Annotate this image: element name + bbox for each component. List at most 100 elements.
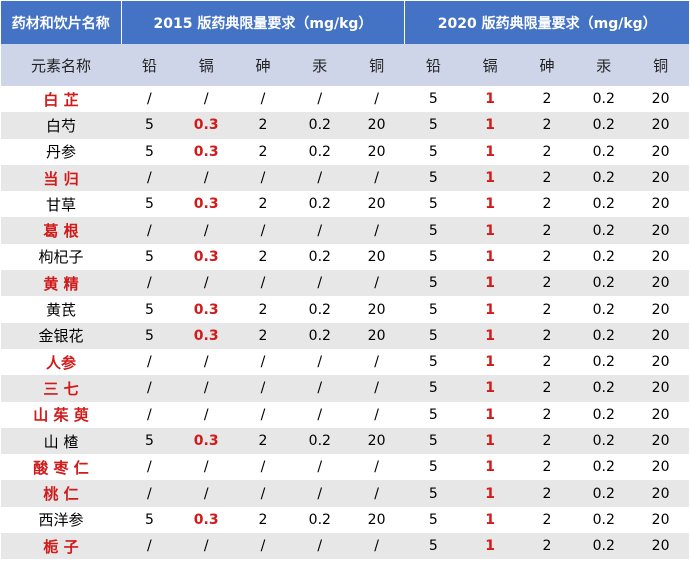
value-2020-hg: 0.2 <box>575 322 633 349</box>
value-2015-cd: 0.3 <box>177 243 235 271</box>
value-2015-hg: 0.2 <box>291 191 349 218</box>
herb-name-cell: 西洋参 <box>1 506 121 534</box>
value-2020-hg: 0.2 <box>575 217 633 244</box>
value-2020-cu: 20 <box>632 243 689 271</box>
value-2020-cd: 1 <box>461 86 519 113</box>
value-2015-as: / <box>234 401 292 428</box>
value-2020-as: 2 <box>518 480 576 507</box>
header-2020-group: 2020 版药典限量要求（mg/kg） <box>404 1 689 44</box>
value-2015-as: 2 <box>234 138 292 165</box>
value-2015-as: 2 <box>234 296 292 323</box>
value-2020-cd: 1 <box>461 454 519 481</box>
value-2020-pb: 5 <box>404 86 462 113</box>
value-2015-cu: 20 <box>348 322 405 349</box>
value-2015-cd: / <box>177 533 235 560</box>
value-2015-cd: 0.3 <box>177 322 235 349</box>
value-2015-as: / <box>234 86 292 113</box>
value-2020-cu: 20 <box>632 401 689 428</box>
value-2015-pb: / <box>121 348 178 376</box>
value-2020-hg: 0.2 <box>575 506 633 534</box>
table-row: 白芍 5 0.3 2 0.2 20 5 1 2 0.2 20 <box>1 112 689 139</box>
herb-name-cell: 白芍 <box>1 112 121 139</box>
value-2020-as: 2 <box>518 296 576 323</box>
value-2020-pb: 5 <box>404 322 462 349</box>
value-2015-as: / <box>234 454 292 481</box>
herb-name-cell: 山 茱 萸 <box>1 401 121 428</box>
table-row: 西洋参 5 0.3 2 0.2 20 5 1 2 0.2 20 <box>1 506 689 534</box>
value-2015-pb: 5 <box>121 506 178 534</box>
value-2020-cu: 20 <box>632 454 689 481</box>
value-2020-cu: 20 <box>632 322 689 349</box>
value-2015-as: 2 <box>234 191 292 218</box>
value-2020-as: 2 <box>518 138 576 165</box>
value-2015-cu: 20 <box>348 243 405 271</box>
value-2020-hg: 0.2 <box>575 375 633 402</box>
value-2015-cu: / <box>348 86 405 113</box>
value-2015-hg: / <box>291 86 349 113</box>
herb-name-cell: 黄芪 <box>1 296 121 323</box>
value-2020-cd: 1 <box>461 348 519 376</box>
value-2015-as: / <box>234 480 292 507</box>
value-2020-hg: 0.2 <box>575 270 633 297</box>
table-row: 山 茱 萸 / / / //5 1 2 0.2 20 <box>1 401 689 428</box>
value-2020-as: 2 <box>518 322 576 349</box>
value-2015-cd: / <box>177 217 235 244</box>
value-2020-hg: 0.2 <box>575 112 633 139</box>
value-2015-hg: / <box>291 533 349 560</box>
header-2015-cu: 铜 <box>348 44 405 86</box>
value-2015-hg: / <box>291 375 349 402</box>
header-2020-pb: 铅 <box>404 44 462 86</box>
value-2020-cd: 1 <box>461 243 519 271</box>
value-2020-cd: 1 <box>461 375 519 402</box>
table-row: 栀 子 / / / //5 1 2 0.2 20 <box>1 533 689 560</box>
value-2015-pb: / <box>121 86 178 113</box>
header-element-label: 元素名称 <box>1 44 121 86</box>
value-2020-cu: 20 <box>632 480 689 507</box>
value-2015-hg: / <box>291 454 349 481</box>
value-2020-cu: 20 <box>632 427 689 455</box>
value-2015-pb: 5 <box>121 427 178 455</box>
herb-name-cell: 人参 <box>1 348 121 376</box>
value-2020-cd: 1 <box>461 533 519 560</box>
herb-name-cell: 三 七 <box>1 375 121 402</box>
value-2020-cd: 1 <box>461 164 519 192</box>
table-row: 金银花 5 0.3 2 0.2 20 5 1 2 0.2 20 <box>1 322 689 349</box>
value-2015-cd: / <box>177 86 235 113</box>
value-2015-as: / <box>234 270 292 297</box>
value-2020-hg: 0.2 <box>575 191 633 218</box>
value-2020-cd: 1 <box>461 427 519 455</box>
value-2015-pb: 5 <box>121 296 178 323</box>
value-2020-cu: 20 <box>632 164 689 192</box>
value-2020-as: 2 <box>518 401 576 428</box>
value-2020-pb: 5 <box>404 217 462 244</box>
value-2020-cu: 20 <box>632 375 689 402</box>
header-2020-cu: 铜 <box>632 44 689 86</box>
herb-name-cell: 枸杞子 <box>1 243 121 271</box>
value-2015-hg: / <box>291 480 349 507</box>
value-2015-hg: 0.2 <box>291 296 349 323</box>
value-2015-cu: 20 <box>348 506 405 534</box>
value-2020-hg: 0.2 <box>575 454 633 481</box>
header-name-column: 药材和饮片名称 <box>1 1 122 44</box>
value-2020-cu: 20 <box>632 86 689 113</box>
header-2015-pb: 铅 <box>121 44 178 86</box>
value-2020-as: 2 <box>518 112 576 139</box>
value-2015-hg: / <box>291 164 349 192</box>
value-2020-hg: 0.2 <box>575 164 633 192</box>
value-2015-as: / <box>234 217 292 244</box>
value-2015-pb: / <box>121 480 178 507</box>
herb-name-cell: 当 归 <box>1 164 121 192</box>
value-2020-cu: 20 <box>632 348 689 376</box>
table-row: 人参 / / / //5 1 2 0.2 20 <box>1 348 689 376</box>
value-2020-cd: 1 <box>461 480 519 507</box>
value-2015-pb: 5 <box>121 243 178 271</box>
header-2015-hg: 汞 <box>291 44 349 86</box>
table-row: 桃 仁 / / / //5 1 2 0.2 20 <box>1 480 689 507</box>
value-2015-as: / <box>234 375 292 402</box>
value-2015-cd: 0.3 <box>177 138 235 165</box>
table-row: 山 楂 5 0.3 2 0.2 20 5 1 2 0.2 20 <box>1 427 689 455</box>
value-2020-hg: 0.2 <box>575 348 633 376</box>
value-2020-hg: 0.2 <box>575 296 633 323</box>
herb-name-cell: 桃 仁 <box>1 480 121 507</box>
